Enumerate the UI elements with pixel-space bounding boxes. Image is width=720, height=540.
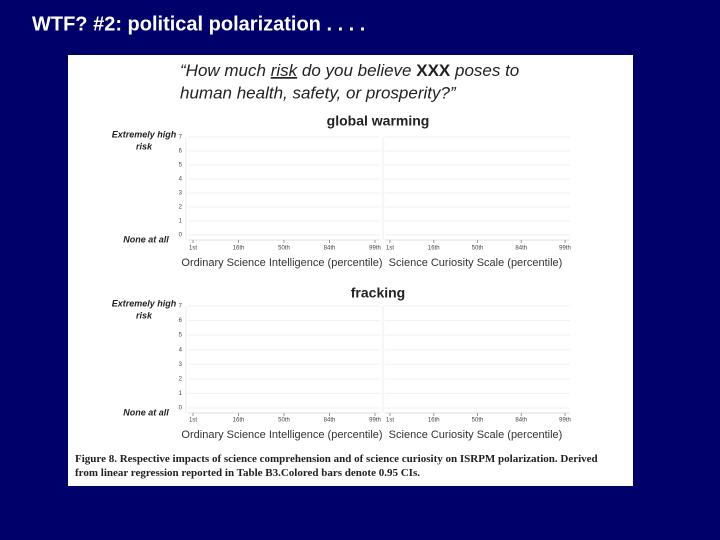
x-tick-label: 84th	[324, 418, 336, 424]
x-tick-label: 16th	[233, 418, 245, 424]
slide-title: WTF? #2: political polarization . . . .	[32, 13, 365, 35]
y-top-label: Extremely high	[112, 129, 177, 139]
x-tick-label: 84th	[515, 418, 527, 424]
x-tick-label: 99th	[559, 246, 571, 252]
y-bottom-label: None at all	[123, 234, 169, 244]
y-tick-label: 1	[179, 219, 183, 225]
panel-title: fracking	[351, 285, 405, 301]
question-part: XXX	[416, 61, 451, 80]
y-tick-label: 7	[179, 304, 183, 310]
y-top-label: Extremely high	[112, 298, 177, 308]
y-tick-label: 6	[179, 318, 183, 324]
x-axis-label: Ordinary Science Intelligence (percentil…	[181, 429, 382, 441]
y-tick-label: 4	[179, 347, 183, 353]
question-part: do you believe	[297, 61, 416, 80]
x-tick-label: 50th	[278, 246, 290, 252]
y-bottom-label: None at all	[123, 407, 169, 417]
y-top-label: risk	[136, 310, 153, 320]
x-tick-label: 50th	[278, 418, 290, 424]
question-part: risk	[271, 61, 299, 80]
x-tick-label: 1st	[386, 418, 394, 424]
panel-title: global warming	[327, 113, 430, 129]
x-tick-label: 99th	[369, 418, 381, 424]
y-tick-label: 2	[179, 205, 183, 211]
x-tick-label: 50th	[472, 418, 484, 424]
figure-caption: Figure 8. Respective impacts of science …	[75, 453, 598, 479]
x-tick-label: 99th	[559, 418, 571, 424]
x-axis-label: Ordinary Science Intelligence (percentil…	[181, 257, 382, 269]
y-tick-label: 7	[179, 135, 183, 141]
y-tick-label: 1	[179, 391, 183, 397]
question-line2: human health, safety, or prosperity?”	[180, 83, 457, 102]
y-tick-label: 5	[179, 163, 183, 169]
y-tick-label: 3	[179, 191, 183, 197]
x-tick-label: 16th	[428, 418, 440, 424]
y-tick-label: 0	[179, 233, 183, 239]
x-axis-label: Science Curiosity Scale (percentile)	[389, 429, 563, 441]
x-axis-label: Science Curiosity Scale (percentile)	[389, 257, 563, 269]
y-tick-label: 0	[179, 406, 183, 412]
y-tick-label: 3	[179, 362, 183, 368]
x-tick-label: 1st	[386, 246, 394, 252]
question-part: “How much	[180, 61, 271, 80]
x-tick-label: 99th	[369, 246, 381, 252]
x-tick-label: 84th	[324, 246, 336, 252]
question-line1: “How much risk do you believe XXX poses …	[180, 61, 519, 80]
x-tick-label: 16th	[233, 246, 245, 252]
y-tick-label: 4	[179, 177, 183, 183]
x-tick-label: 1st	[189, 246, 197, 252]
x-tick-label: 84th	[515, 246, 527, 252]
y-tick-label: 2	[179, 376, 183, 382]
question-part: poses to	[450, 61, 519, 80]
y-top-label: risk	[136, 141, 153, 151]
x-tick-label: 1st	[189, 418, 197, 424]
y-tick-label: 6	[179, 149, 183, 155]
figure-box	[68, 55, 633, 486]
x-tick-label: 16th	[428, 246, 440, 252]
x-tick-label: 50th	[472, 246, 484, 252]
y-tick-label: 5	[179, 333, 183, 339]
